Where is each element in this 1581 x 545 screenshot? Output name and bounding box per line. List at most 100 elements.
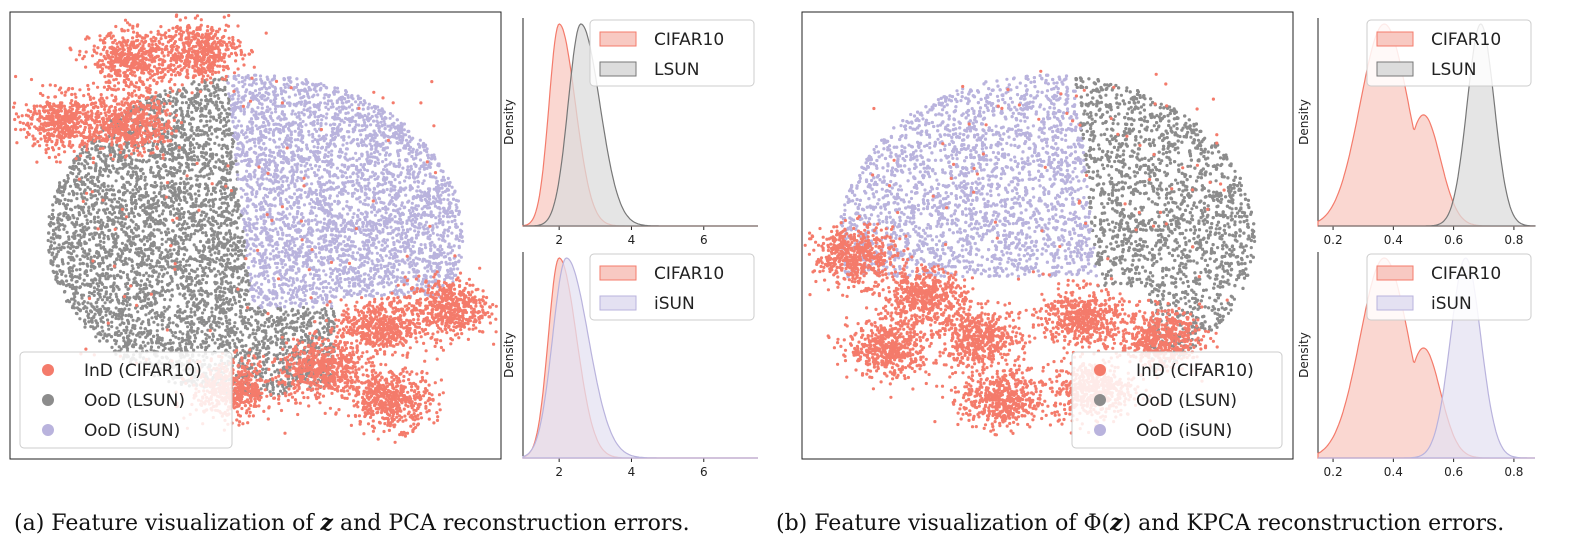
scatter-point-isun — [378, 152, 382, 156]
scatter-point-isun — [316, 121, 320, 126]
scatter-point-isun — [369, 276, 373, 280]
scatter-point-lsun — [206, 162, 210, 166]
scatter-point-lsun — [243, 354, 247, 358]
scatter-point-lsun — [136, 310, 140, 314]
scatter-point-isun — [260, 158, 264, 162]
scatter-point-lsun — [159, 231, 163, 235]
scatter-point-lsun — [141, 158, 146, 162]
scatter-point-lsun — [209, 208, 213, 212]
scatter-point-isun — [324, 116, 328, 120]
scatter-point-isun — [364, 187, 368, 191]
scatter-point-lsun — [206, 189, 210, 193]
scatter-point-lsun — [303, 339, 307, 343]
scatter-point-lsun — [208, 93, 212, 97]
scatter-point-lsun — [171, 104, 175, 108]
scatter-point-lsun — [65, 299, 69, 303]
scatter-point-lsun — [128, 303, 132, 307]
scatter-point-isun — [392, 162, 396, 166]
scatter-point-lsun — [170, 330, 174, 334]
scatter-point-isun — [298, 304, 302, 308]
scatter-point-isun — [331, 105, 335, 109]
scatter-point-isun — [303, 164, 307, 168]
scatter-point-isun — [322, 240, 326, 244]
scatter-point-isun — [450, 185, 454, 189]
scatter-point-isun — [266, 231, 270, 235]
scatter-point-lsun — [66, 261, 70, 265]
scatter-point-isun — [237, 119, 241, 123]
scatter-point-lsun — [222, 298, 226, 302]
scatter-point-isun — [275, 266, 279, 270]
scatter-point-lsun — [205, 193, 209, 197]
scatter-plot-a: InD (CIFAR10) OoD (LSUN) OoD (iSUN) — [9, 11, 502, 460]
scatter-point-lsun — [197, 189, 201, 193]
scatter-point-lsun — [184, 321, 188, 325]
scatter-point-lsun — [88, 156, 92, 161]
scatter-point-lsun — [129, 228, 134, 232]
scatter-point-lsun — [129, 218, 133, 222]
scatter-point-lsun — [160, 237, 164, 241]
scatter-point-lsun — [87, 252, 91, 256]
scatter-point-lsun — [156, 228, 160, 232]
scatter-point-isun — [256, 295, 260, 299]
scatter-point-isun — [265, 187, 269, 191]
scatter-point-isun — [351, 183, 355, 188]
scatter-point-lsun — [208, 167, 212, 171]
scatter-point-isun — [381, 230, 385, 234]
scatter-point-isun — [343, 235, 347, 239]
scatter-point-isun — [278, 137, 282, 141]
scatter-point-isun — [299, 96, 303, 100]
scatter-point-lsun — [122, 230, 126, 234]
scatter-point-isun — [311, 267, 315, 271]
scatter-point-lsun — [82, 235, 86, 239]
scatter-point-lsun — [318, 321, 322, 325]
scatter-point-isun — [421, 280, 425, 284]
scatter-point-lsun — [232, 324, 236, 329]
scatter-point-lsun — [140, 322, 144, 326]
scatter-point-lsun — [201, 231, 205, 235]
scatter-point-lsun — [120, 321, 124, 325]
scatter-point-lsun — [277, 371, 281, 375]
scatter-point-isun — [352, 212, 356, 216]
scatter-point-isun — [339, 223, 343, 227]
scatter-point-lsun — [83, 318, 87, 322]
scatter-point-isun — [453, 214, 457, 219]
scatter-point-isun — [447, 202, 451, 206]
scatter-point-lsun — [70, 283, 75, 287]
scatter-point-isun — [424, 173, 428, 177]
scatter-point-isun — [365, 248, 369, 252]
scatter-point-isun — [253, 168, 257, 173]
scatter-point-isun — [319, 188, 323, 192]
scatter-point-isun — [418, 138, 422, 142]
scatter-point-lsun — [242, 240, 246, 244]
scatter-point-isun — [302, 290, 306, 295]
scatter-point-isun — [264, 200, 268, 204]
scatter-point-isun — [311, 139, 315, 143]
scatter-point-lsun — [201, 311, 205, 315]
scatter-point-isun — [246, 266, 251, 270]
scatter-point-lsun — [232, 284, 236, 289]
scatter-point-lsun — [235, 327, 239, 331]
scatter-point-isun — [250, 237, 254, 241]
scatter-point-lsun — [95, 272, 99, 276]
scatter-point-lsun — [148, 280, 152, 284]
scatter-point-lsun — [199, 343, 203, 347]
scatter-point-lsun — [46, 238, 50, 243]
scatter-point-isun — [360, 212, 365, 216]
scatter-point-lsun — [298, 325, 302, 329]
scatter-point-lsun — [197, 103, 202, 107]
scatter-point-lsun — [147, 323, 151, 327]
scatter-point-lsun — [52, 222, 56, 226]
scatter-point-lsun — [61, 270, 65, 274]
scatter-point-isun — [308, 284, 312, 288]
scatter-point-isun — [372, 110, 376, 114]
scatter-point-isun — [363, 184, 367, 188]
scatter-point-lsun — [156, 220, 160, 224]
scatter-point-isun — [388, 112, 392, 116]
scatter-point-isun — [330, 304, 334, 308]
scatter-point-isun — [328, 123, 333, 127]
scatter-point-lsun — [208, 249, 212, 254]
scatter-point-lsun — [164, 169, 168, 173]
scatter-point-isun — [287, 161, 291, 165]
scatter-point-lsun — [120, 241, 124, 245]
